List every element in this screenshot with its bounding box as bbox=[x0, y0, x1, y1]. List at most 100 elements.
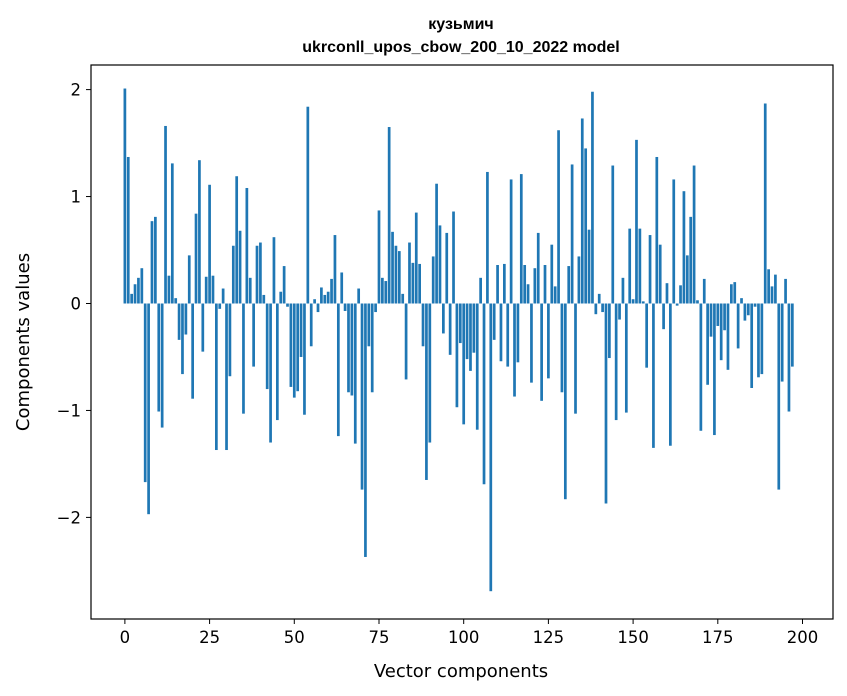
bar bbox=[170, 163, 174, 304]
bar bbox=[177, 303, 181, 340]
bar bbox=[272, 237, 276, 304]
bar bbox=[235, 176, 239, 304]
bar bbox=[225, 303, 228, 451]
bar bbox=[523, 265, 527, 304]
bar bbox=[713, 303, 716, 436]
bar bbox=[469, 303, 472, 371]
bar bbox=[242, 303, 245, 414]
bar bbox=[157, 303, 161, 412]
bar bbox=[536, 232, 540, 304]
bar bbox=[455, 303, 459, 408]
bar bbox=[774, 274, 777, 304]
bar bbox=[618, 303, 621, 320]
bar bbox=[411, 262, 415, 304]
bar bbox=[557, 130, 560, 304]
bar bbox=[201, 303, 205, 352]
bar bbox=[628, 228, 632, 304]
bar bbox=[740, 298, 743, 304]
bar bbox=[299, 303, 303, 357]
bar bbox=[706, 303, 709, 385]
bar bbox=[133, 284, 137, 304]
bar bbox=[381, 277, 384, 304]
bar bbox=[353, 303, 357, 444]
bar bbox=[167, 275, 171, 304]
y-axis-ticks: −2 −1 0 1 2 bbox=[57, 81, 91, 527]
bar bbox=[519, 174, 523, 304]
bar bbox=[665, 283, 669, 304]
bar bbox=[614, 303, 618, 421]
x-tick-label: 125 bbox=[533, 628, 565, 647]
bar bbox=[570, 164, 574, 304]
bar bbox=[750, 303, 754, 388]
bar bbox=[780, 303, 784, 382]
bar bbox=[475, 303, 479, 430]
bar bbox=[730, 284, 733, 304]
x-tick-label: 75 bbox=[368, 628, 389, 647]
bar bbox=[638, 228, 642, 304]
bar bbox=[238, 230, 242, 304]
bar bbox=[760, 303, 764, 375]
bar bbox=[641, 301, 645, 304]
bar bbox=[387, 127, 391, 304]
bar bbox=[645, 303, 649, 368]
bar bbox=[682, 191, 686, 304]
bar bbox=[248, 277, 252, 304]
y-tick-label: 2 bbox=[71, 81, 82, 100]
bar bbox=[174, 298, 178, 304]
bar bbox=[343, 303, 347, 311]
bar bbox=[208, 184, 211, 304]
bar bbox=[303, 303, 306, 415]
bar bbox=[228, 303, 232, 377]
bar bbox=[370, 303, 374, 393]
bar bbox=[147, 303, 150, 515]
bar bbox=[269, 303, 272, 443]
x-tick-label: 100 bbox=[448, 628, 480, 647]
bar bbox=[482, 303, 486, 485]
bar bbox=[143, 303, 147, 483]
bar bbox=[587, 229, 591, 304]
bar bbox=[218, 303, 222, 309]
bar bbox=[594, 303, 598, 315]
bar bbox=[231, 245, 235, 304]
bar bbox=[265, 303, 269, 390]
bar bbox=[767, 269, 770, 304]
bar bbox=[506, 303, 510, 367]
bar bbox=[679, 285, 682, 304]
bar bbox=[313, 299, 316, 304]
bar bbox=[198, 160, 201, 304]
bar bbox=[401, 293, 405, 304]
bar bbox=[418, 263, 421, 304]
bar bbox=[408, 242, 411, 304]
bar bbox=[723, 303, 726, 331]
bar bbox=[635, 139, 638, 304]
bar bbox=[736, 303, 740, 349]
bar bbox=[696, 300, 699, 304]
bar bbox=[279, 291, 283, 304]
bar bbox=[486, 171, 489, 304]
bar bbox=[275, 303, 279, 421]
bar bbox=[726, 303, 730, 370]
bar bbox=[689, 216, 693, 304]
bar bbox=[631, 299, 635, 304]
bar bbox=[414, 212, 418, 304]
bar bbox=[421, 303, 425, 347]
bar bbox=[479, 277, 482, 304]
bar bbox=[601, 303, 604, 313]
bar bbox=[347, 303, 350, 393]
bar bbox=[655, 156, 659, 304]
bar bbox=[709, 303, 713, 337]
bar bbox=[574, 303, 577, 414]
bar bbox=[702, 278, 706, 304]
bar bbox=[753, 303, 757, 307]
bar bbox=[608, 303, 611, 359]
x-tick-label: 25 bbox=[199, 628, 220, 647]
bar bbox=[458, 303, 462, 344]
chart-title: кузьмич bbox=[428, 16, 493, 33]
bar bbox=[306, 106, 310, 304]
bar bbox=[445, 232, 449, 304]
bar bbox=[289, 303, 293, 387]
bar bbox=[770, 286, 774, 304]
bar bbox=[672, 179, 676, 304]
bar bbox=[187, 255, 191, 304]
bar bbox=[784, 278, 787, 304]
